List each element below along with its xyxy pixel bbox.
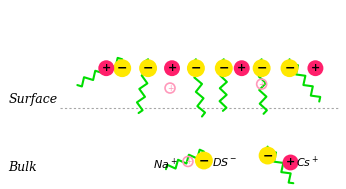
Circle shape [283, 155, 299, 170]
Text: +: + [185, 157, 191, 166]
Text: $\mathit{Cs}^+$: $\mathit{Cs}^+$ [296, 155, 319, 170]
Text: +: + [167, 63, 176, 73]
Text: +: + [102, 63, 111, 73]
Text: −: − [256, 62, 267, 75]
Circle shape [98, 60, 114, 76]
Circle shape [281, 59, 299, 77]
Circle shape [113, 59, 131, 77]
Circle shape [253, 59, 271, 77]
Circle shape [187, 59, 205, 77]
Circle shape [234, 60, 250, 76]
Text: $\mathit{DS}^-$: $\mathit{DS}^-$ [212, 156, 238, 169]
Text: +: + [311, 63, 320, 73]
Text: $\mathit{Na}^+$: $\mathit{Na}^+$ [153, 157, 177, 172]
Circle shape [215, 59, 233, 77]
Text: +: + [237, 63, 246, 73]
Circle shape [308, 60, 324, 76]
Text: −: − [143, 62, 153, 75]
Text: Bulk: Bulk [9, 161, 37, 174]
Text: −: − [191, 62, 201, 75]
Text: −: − [219, 62, 229, 75]
Circle shape [139, 59, 157, 77]
Text: −: − [284, 62, 295, 75]
Text: −: − [262, 149, 273, 162]
Circle shape [195, 152, 213, 170]
Text: Surface: Surface [9, 93, 58, 106]
Text: +: + [258, 80, 265, 89]
Circle shape [164, 60, 180, 76]
Circle shape [259, 147, 276, 164]
Text: −: − [117, 62, 127, 75]
Text: −: − [199, 154, 209, 167]
Text: +: + [286, 157, 295, 167]
Text: +: + [167, 84, 173, 93]
